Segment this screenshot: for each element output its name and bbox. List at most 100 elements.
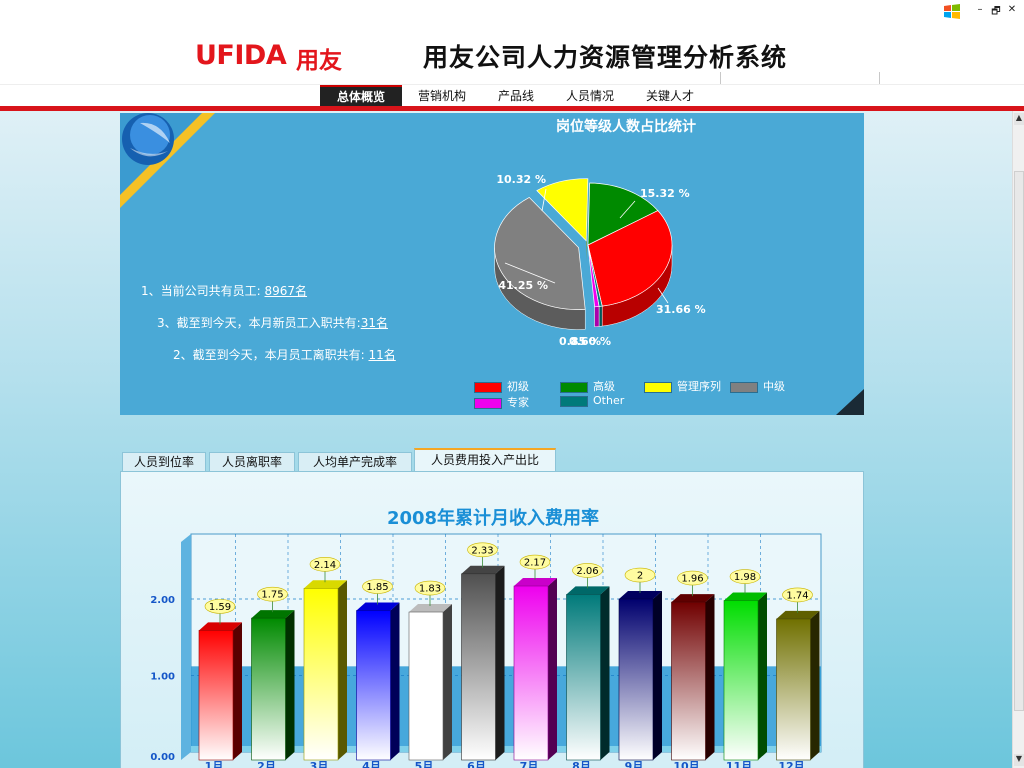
bar-top-5月 (409, 604, 452, 613)
stat-total-value-link[interactable]: 8967名 (264, 284, 308, 298)
scrollbar-thumb[interactable] (1014, 171, 1024, 711)
legend-item-专家: 专家 (474, 394, 529, 409)
plot-left-wall (181, 534, 191, 760)
data-label-10月: 1.96 (681, 574, 703, 585)
stat-new-hires: 3、截至到今天，本月新员工入职共有:31名 (157, 314, 388, 331)
summary-panel: 岗位等级人数占比统计 1、当前公司共有员工: 8967名 3、截至到今天，本月新… (120, 113, 864, 415)
nav-tab-sales-org[interactable]: 营销机构 (417, 89, 466, 103)
bar-3月[interactable] (303, 588, 339, 761)
data-label-12月: 1.74 (786, 590, 808, 601)
x-tick-label: 12月 (778, 760, 804, 768)
bar-top-4月 (356, 602, 400, 611)
main-nav: 总体概览 营销机构 产品线 人员情况 关键人才 (0, 84, 1024, 107)
data-label-bubble (309, 557, 341, 572)
pie-label-初级: 31.66 % (656, 303, 706, 316)
nav-tab-overview[interactable]: 总体概览 (320, 85, 402, 107)
data-label-bubble (257, 586, 288, 602)
legend-swatch (730, 381, 758, 393)
bar-8月[interactable] (566, 594, 601, 761)
bar-side-6月 (495, 565, 505, 760)
stat-new-hires-label: 3、截至到今天，本月新员工入职共有: (157, 316, 361, 330)
bar-top-7月 (514, 578, 557, 587)
bar-10月[interactable] (671, 601, 706, 761)
pie-label-Other: 0.60 % (569, 335, 611, 348)
scroll-up-arrow-icon[interactable]: ▲ (1014, 113, 1024, 125)
stat-departures-value-link[interactable]: 11名 (368, 348, 396, 362)
bar-5月[interactable] (408, 611, 444, 761)
legend-label: 高级 (593, 380, 615, 393)
pie-slice-side-5 (598, 305, 603, 327)
bar-top-11月 (724, 592, 767, 601)
x-tick-label: 2月 (257, 760, 276, 768)
tab-cost-output-ratio[interactable]: 人员费用投入产出比 (414, 448, 556, 471)
bar-12月[interactable] (776, 618, 811, 761)
windows-logo-icon (944, 4, 960, 19)
legend-swatch (644, 381, 672, 393)
bar-2月[interactable] (251, 617, 286, 761)
legend-item-管理序列: 管理序列 (644, 378, 721, 393)
tab-per-capita-output[interactable]: 人均单产完成率 (298, 452, 412, 471)
close-button[interactable]: ✕ (1007, 4, 1017, 15)
main-content: 岗位等级人数占比统计 1、当前公司共有员工: 8967名 3、截至到今天，本月新… (0, 111, 1012, 768)
bar-side-9月 (653, 591, 662, 760)
bar-7月[interactable] (513, 585, 549, 761)
brand-logo-chinese: 用友 (296, 48, 342, 74)
tab-turnover-rate[interactable]: 人员离职率 (209, 452, 295, 471)
bar-1月[interactable] (198, 630, 234, 761)
header-divider (0, 106, 1024, 111)
pie-slice-管理序列[interactable] (536, 178, 589, 242)
corner-globe-decoration (120, 113, 215, 208)
app-header: UFIDA 用友 用友公司人力资源管理分析系统 (0, 28, 1024, 88)
bar-top-10月 (671, 594, 715, 603)
stat-departures: 2、截至到今天，本月员工离职共有: 11名 (173, 346, 396, 363)
scroll-down-arrow-icon[interactable]: ▼ (1014, 754, 1024, 766)
pie-label-管理序列: 10.32 % (496, 173, 546, 186)
nav-tab-key-talent[interactable]: 关键人才 (645, 89, 694, 103)
data-label-11月: 1.98 (734, 572, 756, 583)
x-tick-label: 4月 (362, 760, 381, 768)
y-tick-label: 0.00 (150, 752, 175, 763)
stat-total-label: 1、当前公司共有员工: (141, 284, 265, 298)
data-label-bubble (204, 599, 236, 614)
legend-item-Other: Other (560, 394, 624, 408)
pie-slice-专家[interactable] (587, 244, 600, 308)
pie-leader-line-2 (541, 188, 547, 212)
data-label-3月: 2.14 (314, 560, 336, 571)
pie-slice-高级[interactable] (587, 182, 659, 246)
nav-tab-staff[interactable]: 人员情况 (565, 89, 614, 103)
pie-label-高级: 15.32 % (640, 187, 690, 200)
tab-arrival-rate[interactable]: 人员到位率 (122, 452, 206, 471)
data-label-bubble (624, 567, 656, 583)
pie-leader-line-0 (657, 287, 669, 304)
restore-button[interactable]: 🗗 (991, 6, 1001, 17)
bar-4月[interactable] (356, 610, 391, 761)
nav-tab-product-line[interactable]: 产品线 (497, 89, 534, 103)
bar-6月[interactable] (461, 573, 496, 761)
plot-floor (191, 746, 821, 752)
legend-label: Other (593, 394, 625, 407)
data-label-bubble (414, 580, 446, 596)
pie-slice-中级[interactable] (494, 197, 586, 310)
bar-top-3月 (304, 580, 347, 589)
bar-side-11月 (758, 592, 767, 760)
data-label-bubble (519, 554, 551, 570)
x-tick-label: 11月 (726, 760, 752, 768)
pie-slice-初级[interactable] (587, 210, 673, 307)
bar-9月[interactable] (618, 598, 654, 761)
legend-item-高级: 高级 (560, 378, 615, 393)
pie-label-专家: 0.85 % (559, 335, 601, 348)
bar-11月[interactable] (723, 600, 759, 761)
page-title: 用友公司人力资源管理分析系统 (423, 43, 788, 72)
data-label-4月: 1.85 (366, 582, 388, 593)
vertical-scrollbar[interactable]: ▲ ▼ (1012, 111, 1024, 768)
x-tick-label: 6月 (467, 760, 486, 768)
bar-side-3月 (338, 580, 347, 760)
legend-swatch (474, 397, 502, 409)
stat-new-hires-value-link[interactable]: 31名 (360, 316, 388, 330)
bar-side-2月 (285, 610, 295, 760)
minimize-button[interactable]: – (977, 4, 983, 15)
bar-top-12月 (776, 610, 820, 619)
y-tick-label: 2.00 (150, 595, 175, 606)
pie-leader-line-1 (619, 200, 636, 219)
bar-top-2月 (251, 610, 295, 619)
